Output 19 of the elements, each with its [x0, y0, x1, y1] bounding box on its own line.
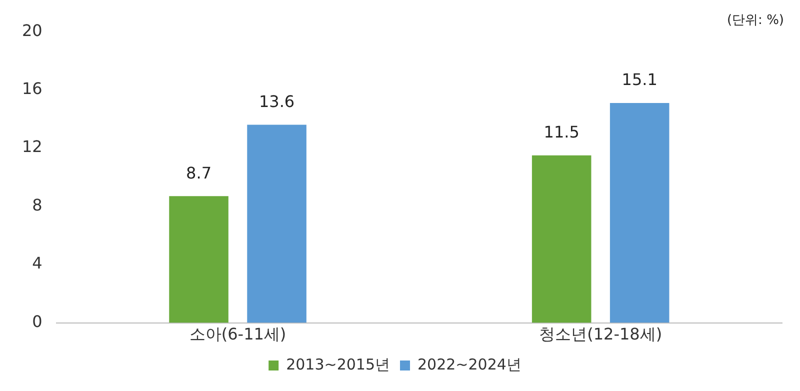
y-tick-label: 4 — [32, 254, 42, 273]
y-tick-label: 8 — [32, 195, 42, 214]
y-tick-label: 20 — [22, 20, 42, 40]
legend-label: 2022~2024년 — [418, 355, 522, 374]
y-tick-label: 16 — [22, 78, 42, 98]
y-tick-label: 0 — [32, 312, 42, 331]
x-tick-label: 소아(6-11세) — [189, 324, 286, 344]
data-label: 15.1 — [622, 70, 658, 90]
data-label: 8.7 — [186, 163, 212, 182]
x-tick-label: 청소년(12-18세) — [539, 324, 662, 344]
bar — [532, 155, 592, 323]
bar — [247, 124, 306, 323]
text: (단위: %) — [726, 12, 784, 28]
bar — [169, 196, 228, 323]
bar — [610, 102, 670, 323]
data-label: 11.5 — [544, 122, 580, 142]
legend-label: 2013~2015년 — [286, 355, 390, 374]
data-label: 13.6 — [258, 92, 295, 111]
y-tick-label: 12 — [22, 137, 42, 156]
